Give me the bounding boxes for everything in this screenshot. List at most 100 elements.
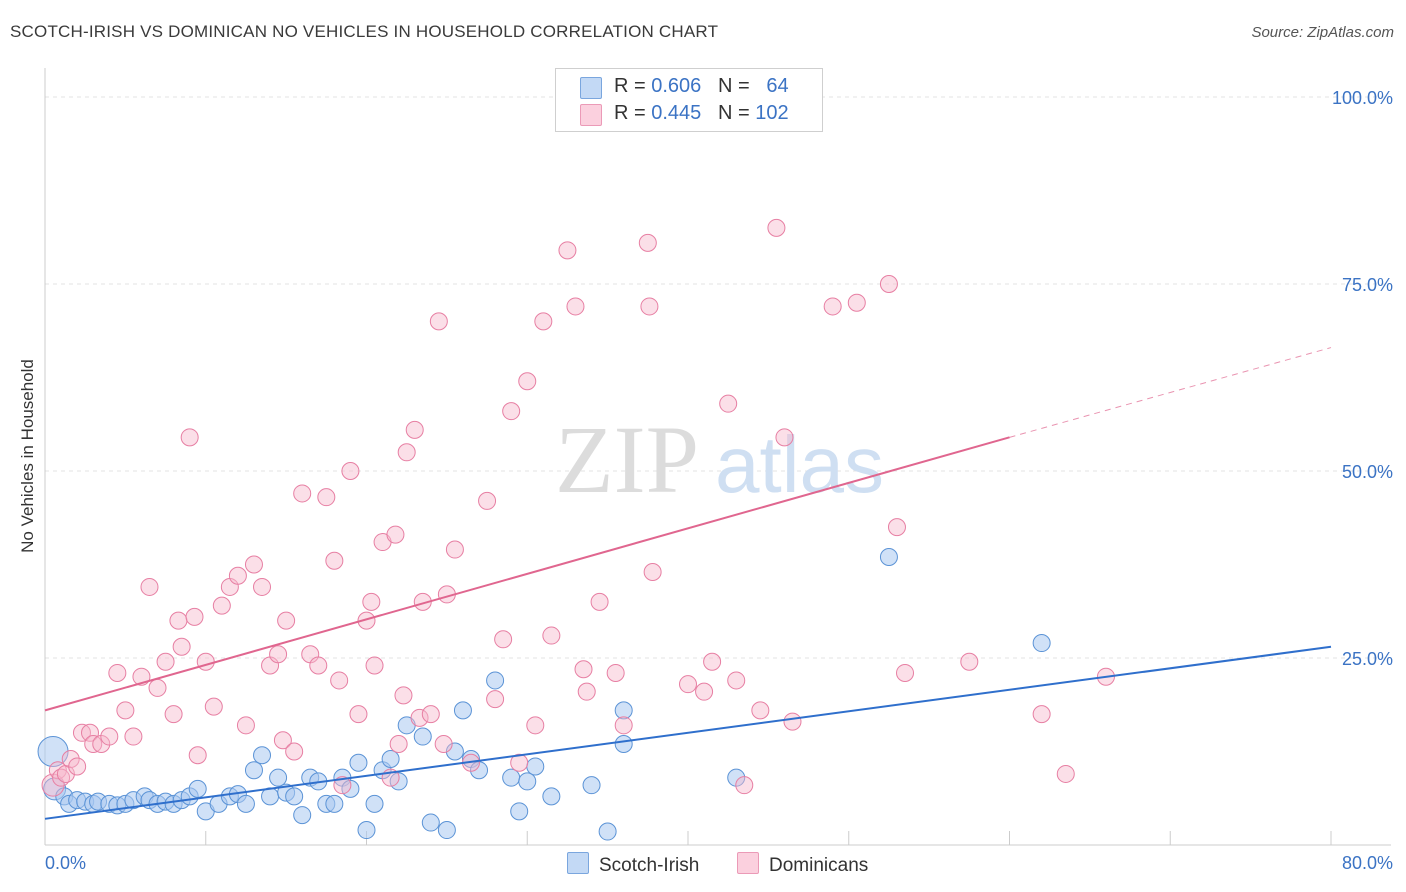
data-point (185, 607, 204, 626)
y-tick-label: 75.0% (1342, 275, 1393, 295)
data-point (429, 312, 448, 331)
data-point (244, 761, 263, 780)
data-point (397, 443, 416, 462)
data-point (273, 731, 292, 750)
data-point (783, 712, 802, 731)
data-point (180, 428, 199, 447)
data-point (325, 551, 344, 570)
data-point (598, 822, 617, 841)
data-point (719, 394, 738, 413)
data-point (445, 540, 464, 559)
data-point (590, 592, 609, 611)
data-point (577, 682, 596, 701)
data-point (236, 794, 255, 813)
legend-n-value: 102 (755, 102, 789, 124)
data-point (100, 727, 119, 746)
data-point (365, 794, 384, 813)
y-axis-label: No Vehicles in Household (18, 359, 37, 553)
data-point (478, 491, 497, 510)
data-point (386, 525, 405, 544)
data-point (823, 297, 842, 316)
data-point (389, 735, 408, 754)
data-point (37, 736, 69, 767)
data-point (405, 420, 424, 439)
bottom-legend-scotch-irish: Scotch-Irish (567, 852, 699, 877)
trend-line (44, 436, 1010, 712)
data-point (410, 708, 429, 727)
trend-line (44, 645, 1332, 820)
data-point (847, 293, 866, 312)
legend-r-label: R = (614, 75, 646, 97)
data-point (293, 484, 312, 503)
data-point (614, 701, 633, 720)
data-point (767, 218, 786, 237)
data-point (285, 742, 304, 761)
y-tick-label: 25.0% (1342, 649, 1393, 669)
data-point (879, 275, 898, 293)
data-point (445, 742, 464, 761)
data-point (614, 735, 633, 754)
data-point (148, 678, 167, 697)
bottom-legend-swatch-scotch-irish (567, 852, 589, 874)
data-point (61, 749, 80, 768)
legend-n-label: N = (717, 102, 750, 124)
y-tick-label: 50.0% (1342, 462, 1393, 482)
data-point (638, 233, 657, 252)
data-point (212, 596, 231, 615)
data-point (960, 652, 979, 671)
data-point (558, 241, 577, 260)
data-point (695, 682, 714, 701)
data-point (1032, 634, 1051, 653)
data-point (751, 701, 770, 720)
data-point (534, 312, 553, 331)
legend-r-value: 0.606 (651, 75, 702, 97)
data-point (394, 686, 413, 705)
data-point (116, 701, 135, 720)
data-point (228, 566, 247, 585)
data-point (333, 776, 352, 795)
legend-r-value: 0.445 (651, 102, 702, 124)
data-point (362, 592, 381, 611)
data-point (566, 297, 585, 316)
bottom-legend-dominicans: Dominicans (737, 852, 868, 877)
legend-r-label: R = (614, 102, 646, 124)
legend-swatch-dominicans (580, 104, 602, 126)
data-point (879, 548, 898, 567)
trend-line-extension (1009, 347, 1332, 438)
data-point (518, 772, 537, 791)
data-point (542, 787, 561, 806)
data-point (196, 652, 215, 671)
source-credit: Source: ZipAtlas.com (1251, 24, 1394, 41)
data-point (357, 611, 376, 630)
stats-legend: R = 0.606 N = 64 R = 0.445 N = 102 (555, 68, 823, 132)
chart-title: SCOTCH-IRISH VS DOMINICAN NO VEHICLES IN… (10, 22, 719, 41)
data-point (188, 746, 207, 765)
legend-n-value: 64 (766, 75, 789, 97)
y-tick-label: 100.0% (1332, 88, 1393, 108)
data-point (510, 802, 529, 821)
data-point (381, 749, 400, 768)
bottom-legend-label: Scotch-Irish (599, 855, 700, 876)
data-point (643, 562, 662, 581)
bottom-legend-swatch-dominicans (737, 852, 759, 874)
data-point (434, 735, 453, 754)
x-tick-label: 80.0% (1342, 853, 1393, 873)
data-point (775, 428, 794, 447)
data-point (244, 555, 263, 574)
axes (44, 68, 1391, 846)
data-point (236, 716, 255, 735)
data-point (330, 671, 349, 690)
data-point (896, 663, 915, 682)
data-point (735, 776, 754, 795)
watermark: ZIP atlas (555, 406, 884, 513)
data-point (204, 697, 223, 716)
data-point (574, 660, 593, 679)
data-point (542, 626, 561, 645)
x-tick-label: 0.0% (45, 853, 86, 873)
data-point (253, 577, 272, 596)
trend-lines (44, 347, 1332, 820)
data-point (1056, 764, 1075, 783)
data-point (317, 488, 336, 507)
tick-labels: 25.0% 50.0% 75.0% 100.0% 0.0% 80.0% (45, 88, 1393, 873)
data-point (727, 671, 746, 690)
